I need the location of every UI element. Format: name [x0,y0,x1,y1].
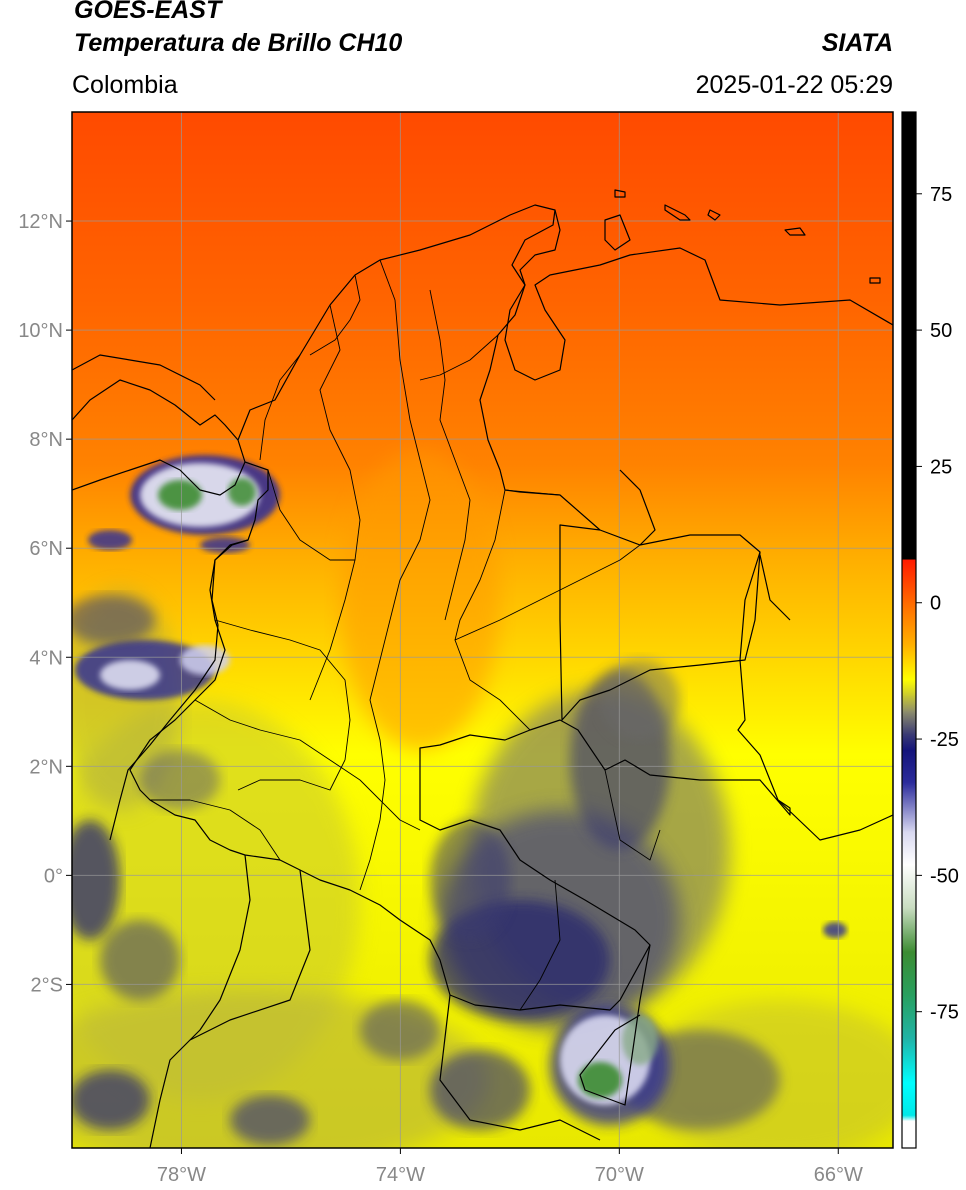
map-frame [71,111,894,1149]
product-title: Temperatura de Brillo CH10 [74,29,403,57]
colorbar: 75 50 25 0 -25 -50 -75 [901,111,959,1149]
colorbar-tick-label: -50 [930,865,959,887]
colorbar-segment [902,908,916,953]
colorbar-segment [902,1038,916,1084]
colorbar-frame [901,111,917,1149]
colorbar-segment [902,679,916,697]
colorbar-tick-label: -75 [930,1002,959,1024]
colorbar-segment [902,112,916,560]
colorbar-segment [902,1120,916,1149]
cloud-system-southeast [430,660,780,1130]
colorbar-segment [902,831,916,866]
borders [72,189,893,1148]
colorbar-segment [902,695,916,713]
lon-tick-label: 78°W [157,1164,206,1186]
lat-tick-label: 10°N [18,320,63,342]
colorbar-tick-label: 25 [930,456,952,478]
colorbar-segment [902,559,916,604]
datetime-label: 2025-01-22 05:29 [695,71,893,99]
cloud-system-northwest [88,455,280,553]
lat-tick-label: 12°N [18,211,63,233]
colorbar-tick-label: 75 [930,184,952,206]
colorbar-tick-label: 50 [930,320,952,342]
lon-tick-label: 66°W [814,1164,863,1186]
colorbar-segment [902,864,916,909]
colorbar-segment [902,602,916,647]
colorbar-segment [902,995,916,1040]
colorbar-segment [902,1082,916,1116]
lat-tick-label: 6°N [29,538,63,560]
lon-tick-label: 70°W [595,1164,644,1186]
region-label: Colombia [72,71,178,99]
colorbar-segment [902,749,916,784]
agency-label: SIATA [821,29,893,57]
colorbar-tick-label: -25 [930,729,959,751]
colombia-outline [129,204,791,1011]
colorbar-segment [902,711,916,735]
lat-tick-label: 8°N [29,429,63,451]
colorbar-ticks: 75 50 25 0 -25 -50 -75 [916,184,959,1024]
lat-tick-label: 2°N [29,756,63,778]
lat-tick-label: 0° [44,865,63,887]
lat-tick-label: 2°S [31,974,63,996]
colorbar-tick-label: 0 [930,593,941,615]
colorbar-segment [902,951,916,996]
colorbar-segment [902,646,916,680]
lon-tick-label: 74°W [376,1164,425,1186]
colorbar-segment [902,1115,916,1122]
latitude-axis: 12°N 10°N 8°N 6°N 4°N 2°N 0° 2°S [18,211,72,996]
colorbar-segment [902,733,916,751]
map-imagery [72,112,893,1148]
lat-tick-label: 4°N [29,647,63,669]
colorbar-segment [902,782,916,833]
cloud-system-pacific [72,595,847,1145]
lat-lon-grid [72,112,893,1148]
satellite-title: GOES-EAST [74,0,222,24]
longitude-axis: 78°W 74°W 70°W 66°W [157,1148,863,1186]
